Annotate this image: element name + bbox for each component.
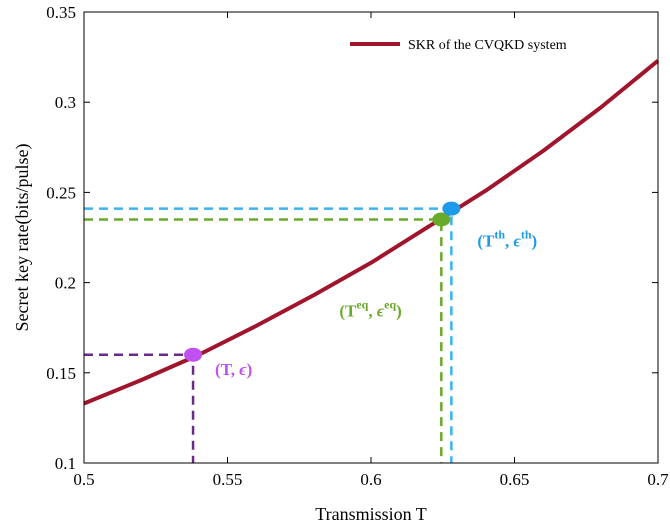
y-tick-label: 0.15 — [46, 364, 76, 383]
y-tick-label: 0.2 — [55, 274, 76, 293]
annotation-label: (Tth, ϵth) — [477, 228, 537, 251]
data-point — [442, 201, 461, 216]
x-axis-label: Transmission T — [315, 504, 427, 524]
y-axis-label: Secret key rate(bits/pulse) — [12, 144, 33, 332]
plot-frame — [83, 11, 659, 464]
x-tick-label: 0.65 — [500, 470, 530, 489]
legend: SKR of the CVQKD system — [340, 30, 640, 60]
x-tick-label: 0.7 — [647, 470, 669, 489]
data-point — [184, 347, 203, 362]
y-tick-label: 0.25 — [46, 183, 76, 202]
x-axis: 0.5 0.55 0.6 0.65 0.7 — [73, 12, 669, 489]
x-tick-label: 0.5 — [73, 470, 94, 489]
x-tick-label: 0.6 — [360, 470, 381, 489]
guide-line — [84, 218, 443, 463]
series-line — [83, 59, 660, 406]
plot-area — [83, 59, 660, 463]
guide-line — [84, 353, 195, 463]
data-point — [432, 212, 451, 227]
annotation-label: (T, ϵ) — [215, 360, 252, 379]
legend-label: SKR of the CVQKD system — [408, 38, 567, 53]
y-tick-label: 0.1 — [55, 454, 76, 473]
y-tick-label: 0.3 — [55, 93, 76, 112]
y-tick-label: 0.35 — [46, 3, 76, 22]
x-tick-label: 0.55 — [213, 470, 243, 489]
annotations: (T, ϵ) (Teq, ϵeq) (Tth, ϵth) — [184, 201, 537, 379]
annotation-label: (Teq, ϵeq) — [339, 297, 402, 320]
y-axis: 0.1 0.15 0.2 0.25 0.3 0.35 — [46, 3, 658, 473]
